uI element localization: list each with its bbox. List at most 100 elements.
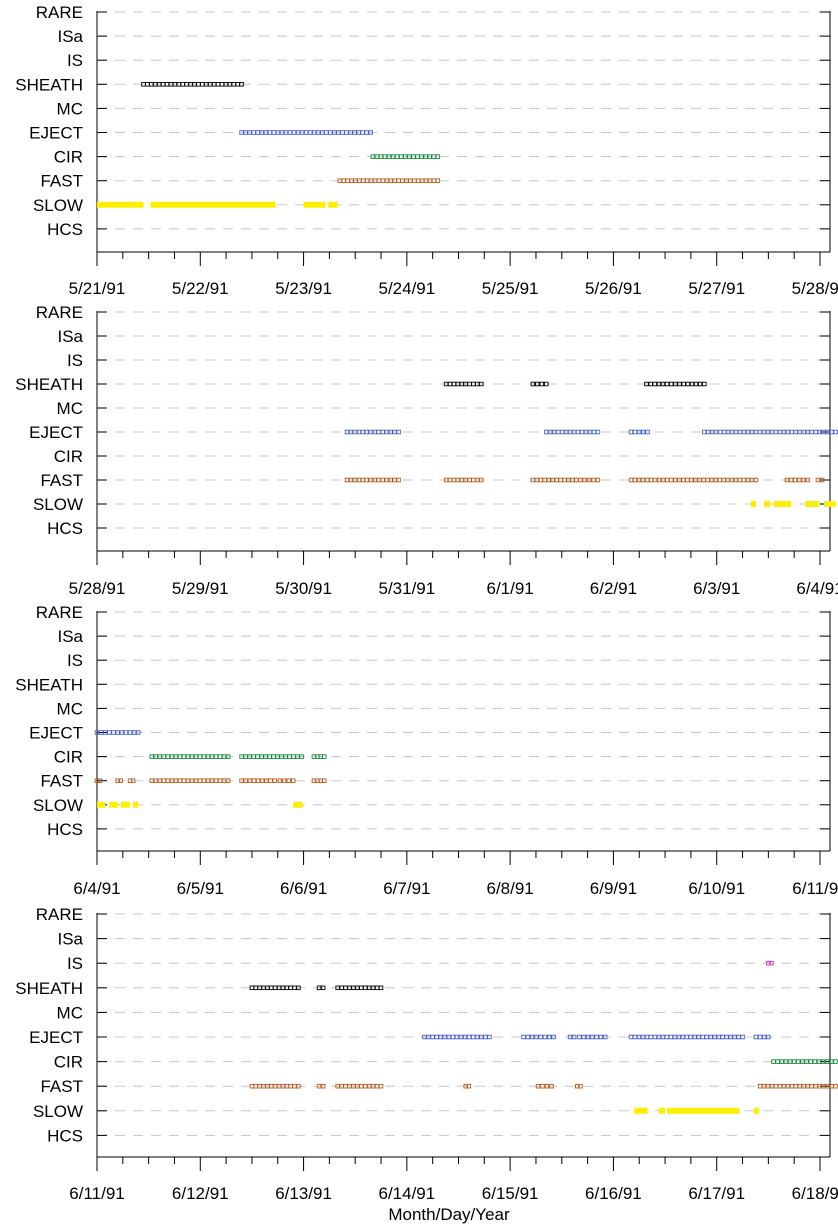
sheath-segment bbox=[530, 381, 549, 387]
event-marker bbox=[559, 429, 565, 435]
event-marker bbox=[787, 1059, 793, 1064]
category-label: RARE bbox=[36, 3, 83, 22]
fast-segment bbox=[582, 477, 601, 483]
event-marker bbox=[819, 477, 825, 483]
event-marker bbox=[797, 477, 802, 483]
event-marker bbox=[648, 477, 654, 483]
event-marker bbox=[97, 778, 103, 783]
sheath-segment bbox=[316, 985, 326, 991]
event-marker bbox=[380, 429, 385, 435]
fast-segment bbox=[344, 477, 401, 483]
event-marker bbox=[467, 381, 472, 387]
event-marker bbox=[197, 778, 203, 783]
event-marker bbox=[645, 429, 650, 435]
event-marker bbox=[793, 429, 798, 435]
event-marker bbox=[376, 178, 382, 183]
event-marker bbox=[458, 1034, 464, 1040]
event-marker bbox=[374, 154, 380, 159]
event-marker bbox=[181, 778, 187, 783]
event-marker bbox=[542, 1034, 548, 1040]
event-marker bbox=[632, 429, 638, 435]
slow-segment bbox=[764, 501, 771, 507]
x-tick-label: 5/29/91 bbox=[172, 579, 229, 598]
event-marker bbox=[669, 477, 674, 483]
event-marker bbox=[479, 1034, 484, 1040]
event-marker bbox=[290, 778, 296, 783]
fast-segment bbox=[784, 477, 810, 483]
slow-segment bbox=[133, 801, 139, 808]
event-marker bbox=[824, 1059, 830, 1064]
event-marker bbox=[702, 429, 707, 435]
event-marker bbox=[736, 1034, 741, 1040]
event-marker bbox=[396, 477, 401, 483]
category-label: FAST bbox=[40, 772, 83, 791]
slow-segment bbox=[750, 501, 756, 507]
event-marker bbox=[574, 477, 579, 483]
category-label: EJECT bbox=[29, 423, 83, 442]
event-marker bbox=[757, 1034, 763, 1040]
event-marker bbox=[430, 1034, 435, 1040]
cir-segment bbox=[771, 1059, 838, 1064]
sheath-segment bbox=[141, 82, 244, 87]
event-marker bbox=[431, 178, 437, 183]
slow-segment bbox=[328, 201, 338, 208]
event-marker bbox=[535, 1083, 541, 1089]
event-marker bbox=[94, 730, 100, 735]
x-tick-label: 6/18/91 bbox=[792, 1184, 838, 1203]
event-marker bbox=[288, 1083, 293, 1089]
x-tick-label: 5/23/91 bbox=[275, 279, 332, 298]
event-marker bbox=[812, 1059, 818, 1064]
event-marker bbox=[652, 381, 657, 387]
event-marker bbox=[107, 730, 112, 735]
event-marker bbox=[783, 1059, 789, 1064]
event-marker bbox=[773, 429, 779, 435]
slow-segment bbox=[634, 1107, 648, 1114]
eject-segment bbox=[344, 429, 401, 435]
event-marker bbox=[591, 477, 596, 483]
fast-segment bbox=[316, 1083, 326, 1089]
event-marker bbox=[136, 730, 141, 735]
event-marker bbox=[378, 154, 384, 159]
event-marker bbox=[648, 381, 653, 387]
event-marker bbox=[247, 778, 253, 783]
event-marker bbox=[272, 985, 278, 991]
x-tick-label: 6/16/91 bbox=[585, 1184, 642, 1203]
category-label: CIR bbox=[54, 748, 83, 767]
event-marker bbox=[287, 754, 292, 759]
x-tick-label: 6/6/91 bbox=[280, 879, 327, 898]
category-label: ISa bbox=[57, 327, 83, 346]
sheath-segment bbox=[644, 381, 707, 387]
event-marker bbox=[753, 477, 759, 483]
category-label: ISa bbox=[57, 27, 83, 46]
event-marker bbox=[115, 730, 120, 735]
event-marker bbox=[721, 477, 726, 483]
event-marker bbox=[784, 477, 790, 483]
event-marker bbox=[637, 429, 642, 435]
event-marker bbox=[161, 778, 167, 783]
category-label: SHEATH bbox=[15, 979, 83, 998]
category-label: HCS bbox=[47, 820, 83, 839]
category-label: FAST bbox=[40, 1077, 83, 1096]
event-marker bbox=[161, 754, 167, 759]
event-marker bbox=[215, 82, 221, 87]
category-label: MC bbox=[57, 399, 83, 418]
x-tick-label: 6/4/91 bbox=[796, 579, 838, 598]
x-tick-label: 5/28/91 bbox=[792, 279, 838, 298]
event-marker bbox=[450, 1034, 456, 1040]
slow-segment bbox=[667, 1107, 740, 1114]
x-tick-label: 5/22/91 bbox=[172, 279, 229, 298]
cir-segment bbox=[149, 754, 231, 759]
event-marker bbox=[344, 477, 350, 483]
event-marker bbox=[685, 477, 690, 483]
event-marker bbox=[720, 1034, 725, 1040]
category-label: IS bbox=[67, 51, 83, 70]
event-marker bbox=[268, 778, 273, 783]
event-marker bbox=[529, 1034, 535, 1040]
event-marker bbox=[272, 778, 277, 783]
slow-segment bbox=[805, 501, 819, 507]
x-tick-label: 6/11/91 bbox=[792, 879, 838, 898]
event-marker bbox=[197, 754, 203, 759]
event-marker bbox=[585, 1034, 591, 1040]
event-marker bbox=[407, 154, 412, 159]
